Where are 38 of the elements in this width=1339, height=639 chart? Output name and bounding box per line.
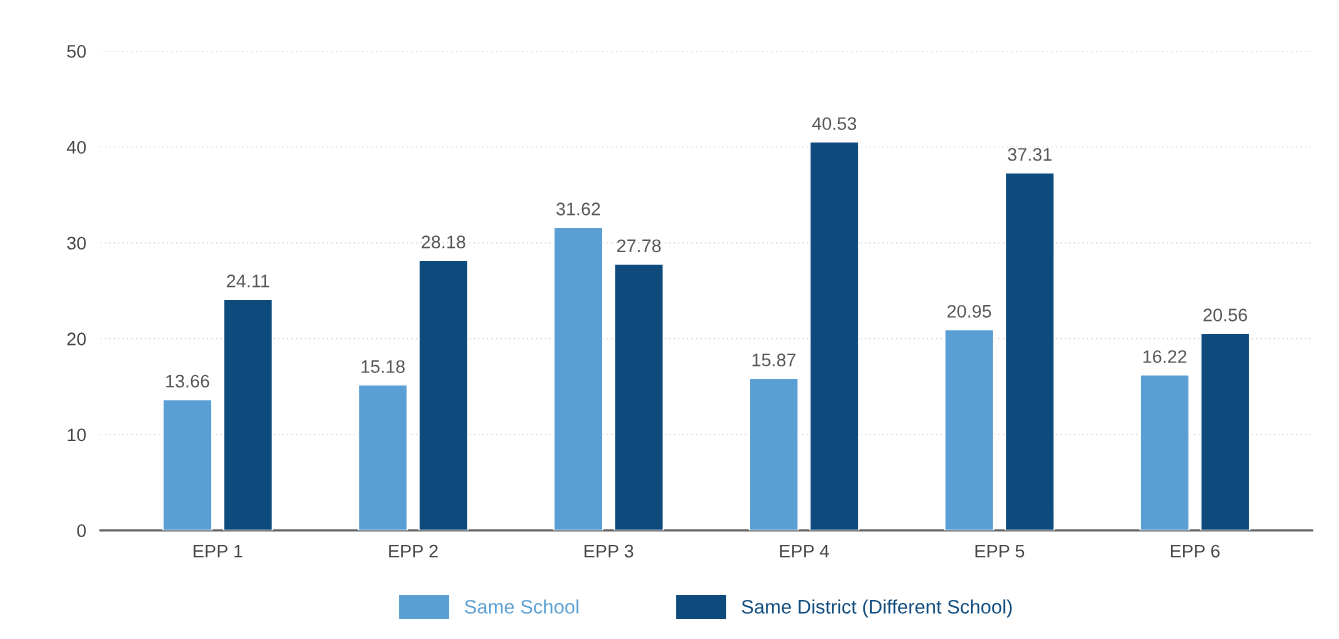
bar: [222, 298, 274, 531]
data-label: 20.95: [947, 304, 992, 318]
data-label: 28.18: [421, 235, 466, 249]
bar: [748, 377, 799, 531]
bar: [418, 259, 469, 531]
data-label: 15.87: [752, 353, 796, 367]
y-tick-label: 20: [67, 332, 86, 346]
data-label: 40.53: [812, 117, 857, 130]
bar: [613, 263, 665, 531]
data-label: 24.11: [226, 274, 270, 288]
data-label: 15.18: [361, 360, 405, 373]
data-label: 37.31: [1007, 148, 1052, 161]
bar: [1139, 374, 1190, 531]
legend-label: Same District (Different School): [741, 599, 1012, 618]
legend-label: Same School: [464, 599, 579, 614]
data-label: 16.22: [1143, 350, 1187, 363]
data-label: 13.66: [166, 374, 210, 388]
y-tick-label: 10: [67, 428, 86, 442]
bar: [1004, 172, 1055, 531]
x-tick-label: EPP 2: [389, 544, 438, 558]
bar: [357, 384, 408, 531]
data-label: 20.56: [1203, 308, 1248, 322]
data-label: 31.62: [556, 202, 600, 216]
data-label: 27.78: [617, 239, 661, 253]
bar: [944, 328, 995, 531]
x-tick-label: EPP 1: [193, 544, 243, 558]
x-tick-label: EPP 6: [1170, 544, 1220, 558]
x-tick-label: EPP 4: [780, 544, 829, 558]
y-tick-label: 30: [67, 236, 86, 250]
bar: [1200, 332, 1251, 531]
y-tick-label: 40: [66, 140, 86, 154]
x-tick-label: EPP 5: [975, 544, 1025, 558]
x-tick-label: EPP 3: [584, 544, 634, 558]
y-tick-label: 0: [77, 524, 86, 538]
bar: [162, 398, 213, 531]
bar: [553, 226, 604, 531]
bar: [809, 141, 860, 531]
y-tick-label: 50: [67, 45, 86, 58]
